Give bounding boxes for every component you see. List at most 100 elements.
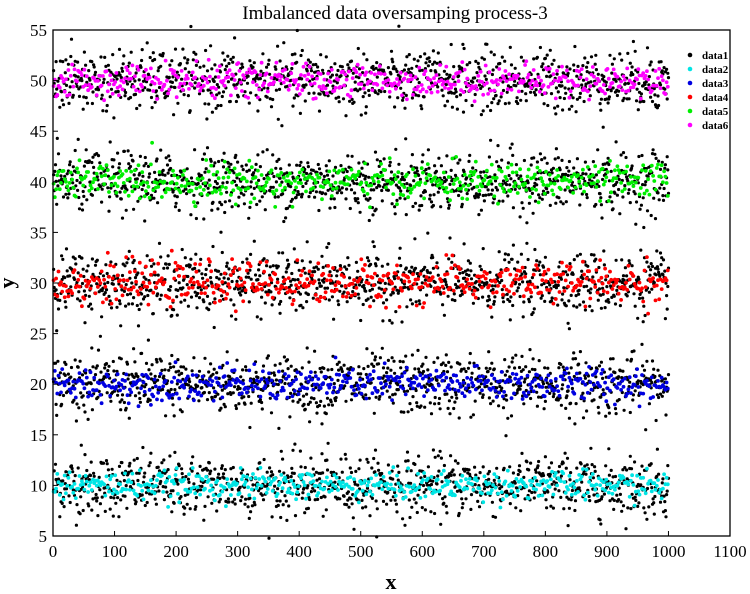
data-point: [335, 81, 339, 85]
data-point: [581, 78, 586, 82]
data-point: [412, 57, 416, 61]
data-point: [573, 44, 577, 49]
data-point: [584, 361, 588, 365]
data-point: [300, 259, 304, 263]
data-point: [113, 74, 117, 79]
data-point: [650, 264, 655, 269]
data-point: [415, 401, 419, 405]
data-point: [500, 485, 504, 489]
data-point: [249, 510, 253, 514]
data-point: [248, 268, 252, 272]
data-point: [241, 168, 245, 172]
data-point: [433, 511, 437, 516]
data-point: [98, 502, 102, 506]
data-point: [281, 503, 285, 507]
data-point: [577, 486, 581, 490]
data-point: [440, 88, 444, 92]
data-point: [105, 271, 109, 276]
data-point: [313, 270, 317, 274]
data-point: [346, 498, 350, 502]
data-point: [223, 210, 227, 215]
data-point: [445, 511, 449, 515]
data-point: [411, 395, 415, 399]
data-point: [456, 461, 460, 465]
data-point: [441, 303, 445, 307]
data-point: [415, 510, 419, 515]
data-point: [477, 385, 482, 389]
data-point: [556, 283, 560, 287]
data-point: [73, 148, 77, 153]
data-point: [287, 504, 291, 508]
data-point: [256, 375, 260, 380]
data-point: [177, 369, 181, 373]
data-point: [479, 382, 483, 386]
data-point: [506, 253, 510, 257]
data-point: [233, 385, 237, 389]
data-point: [431, 255, 435, 260]
data-point: [143, 219, 147, 223]
data-point: [147, 464, 151, 468]
data-point: [577, 362, 581, 366]
data-point: [230, 487, 234, 491]
data-point: [423, 474, 427, 478]
data-point: [296, 278, 300, 282]
data-point: [348, 466, 352, 470]
data-point: [473, 399, 477, 403]
data-point: [491, 68, 495, 72]
data-point: [128, 164, 133, 169]
data-point: [266, 354, 270, 358]
data-point: [212, 79, 216, 84]
data-point: [307, 360, 311, 364]
data-point: [529, 163, 533, 167]
data-point: [192, 193, 196, 197]
data-point: [581, 300, 586, 304]
data-point: [621, 195, 625, 199]
data-point: [311, 168, 315, 172]
data-point: [220, 294, 224, 298]
data-point: [100, 289, 104, 293]
data-point: [176, 358, 180, 362]
data-point: [118, 400, 122, 404]
data-point: [197, 172, 201, 176]
data-point: [76, 188, 80, 192]
data-point: [561, 383, 565, 387]
data-point: [221, 165, 226, 169]
data-point: [374, 499, 378, 503]
data-point: [98, 185, 102, 189]
data-point: [573, 499, 578, 503]
data-point: [513, 66, 517, 70]
data-point: [652, 281, 656, 285]
data-point: [393, 498, 397, 502]
data-point: [277, 87, 282, 91]
data-point: [550, 296, 554, 300]
data-point: [481, 393, 485, 397]
data-point: [201, 157, 205, 161]
data-point: [153, 57, 157, 62]
data-point: [567, 159, 572, 164]
data-point: [578, 303, 582, 307]
data-point: [561, 202, 565, 206]
data-point: [289, 391, 293, 395]
data-point: [248, 496, 252, 500]
data-point: [572, 374, 576, 379]
data-point: [110, 467, 114, 471]
data-point: [212, 386, 216, 390]
data-point: [599, 522, 603, 526]
data-point: [68, 500, 72, 505]
data-point: [583, 376, 588, 380]
data-point: [78, 299, 82, 303]
data-point: [510, 257, 514, 261]
data-point: [153, 374, 157, 378]
data-point: [331, 84, 335, 88]
data-point: [535, 390, 539, 394]
data-point: [653, 93, 657, 97]
data-point: [494, 93, 498, 98]
data-point: [330, 403, 334, 407]
data-point: [146, 164, 150, 168]
data-point: [432, 193, 436, 197]
data-point: [515, 289, 519, 293]
data-point: [663, 509, 668, 513]
data-point: [199, 288, 203, 292]
data-point: [487, 469, 491, 474]
data-point: [414, 388, 418, 393]
